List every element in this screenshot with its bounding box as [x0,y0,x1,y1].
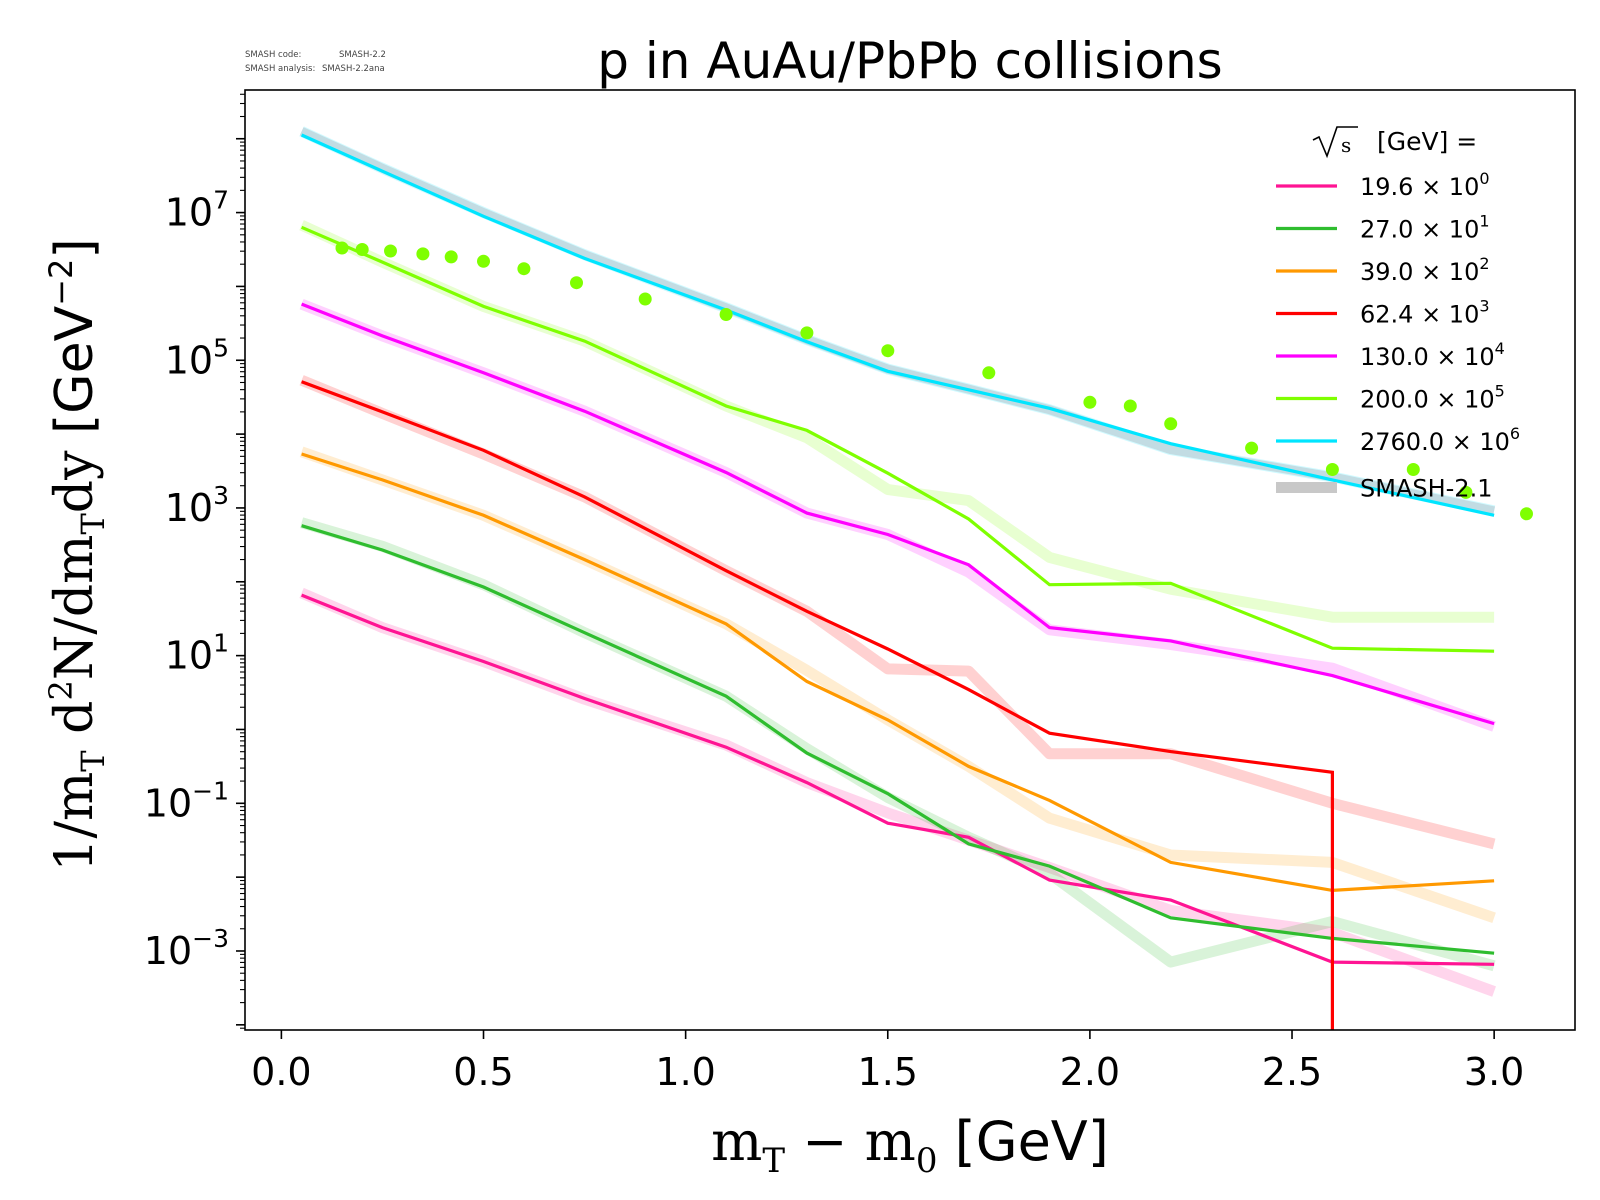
scatter-points [335,241,1533,521]
scatter-point [881,344,895,358]
reference-line-1 [300,517,1496,972]
scatter-point [335,241,349,255]
x-tick-label: 1.5 [858,1050,918,1094]
series-line-3 [301,380,1335,1030]
scatter-point [982,366,996,380]
scatter-point [1459,485,1473,499]
scatter-point [477,254,490,268]
scatter-point [384,244,397,258]
stamp-analysis-value: SMASH-2.2ana [322,64,385,74]
reference-line-2 [299,446,1496,924]
reference-line-5 [299,220,1495,623]
scatter-point [517,262,531,276]
legend-label-0: 19.6 × 100 [1360,169,1490,201]
scatter-point [444,250,458,264]
x-tick-label: 2.0 [1060,1050,1120,1094]
chart-title: p in AuAu/PbPb collisions [597,32,1222,90]
legend-label-1: 27.0 × 101 [1360,212,1490,244]
scatter-point [1164,417,1178,431]
legend: s [GeV] = 19.6 × 100 27.0 × 101 39.0 × 102… [1276,126,1520,503]
legend-label-4: 130.0 × 104 [1360,339,1505,371]
y-tick-label: 107 [165,186,229,235]
scatter-point [800,326,814,340]
series-line-4 [301,302,1495,726]
legend-label-3: 62.4 × 103 [1360,297,1490,329]
x-axis-label: mT − m0 [GeV] [711,1110,1109,1181]
scatter-point [1406,463,1420,476]
legend-label-reference: SMASH-2.1 [1360,475,1492,503]
y-tick-label: 103 [165,481,229,530]
y-tick-label: 101 [165,629,229,678]
scatter-point [355,243,369,256]
stamp-code-label: SMASH code: [245,50,301,60]
scatter-point [1325,463,1339,476]
scatter-point [638,292,652,306]
series-line-0 [301,593,1495,966]
scatter-point [1123,399,1137,413]
stamp-analysis-label: SMASH analysis: [245,64,315,74]
reference-line-6 [299,126,1496,517]
plot-area [299,126,1533,1030]
sqrt-symbol-icon [1312,126,1358,159]
y-tick-label: 105 [165,333,229,382]
x-tick-label: 1.0 [655,1050,715,1094]
series-line-6 [300,133,1495,517]
scatter-point [1520,507,1533,521]
x-tick-label: 2.5 [1262,1050,1322,1094]
scatter-point [719,308,733,321]
legend-entries: 19.6 × 100 27.0 × 101 39.0 × 102 62.4 × 103… [1276,169,1520,503]
data-series [300,133,1495,1030]
series-line-5 [300,225,1495,653]
legend-label-5: 200.0 × 105 [1360,382,1505,414]
x-axis-ticks: 0.0 0.5 1.0 1.5 2.0 2.5 3.0 [251,1030,1524,1094]
y-axis-label: 1/mT d2N/dmTdy [GeV−2] [42,238,112,871]
scatter-point [1245,441,1259,455]
y-tick-label: 10−1 [144,776,229,825]
legend-title-s: s [1341,133,1351,157]
reference-line-3 [299,375,1496,850]
legend-title: s [GeV] = [1312,126,1477,159]
y-axis-ticks: 107 105 103 101 10−1 10−3 [144,93,245,1029]
reference-line-gray [299,127,1496,516]
scatter-point [416,247,430,261]
series-line-2 [301,452,1495,893]
x-tick-label: 0.5 [453,1050,513,1094]
y-tick-label: 10−3 [144,924,229,973]
legend-label-2: 39.0 × 102 [1360,254,1490,286]
legend-title-unit: [GeV] = [1377,127,1477,156]
stamp-code-value: SMASH-2.2 [339,50,386,60]
x-tick-label: 0.0 [251,1050,311,1094]
scatter-point [1083,395,1097,409]
version-stamp: SMASH code: SMASH-2.2 SMASH analysis: SM… [245,50,386,74]
legend-label-6: 2760.0 × 106 [1360,424,1520,456]
series-line-1 [301,524,1495,955]
x-tick-label: 3.0 [1464,1050,1524,1094]
scatter-point [570,276,583,290]
